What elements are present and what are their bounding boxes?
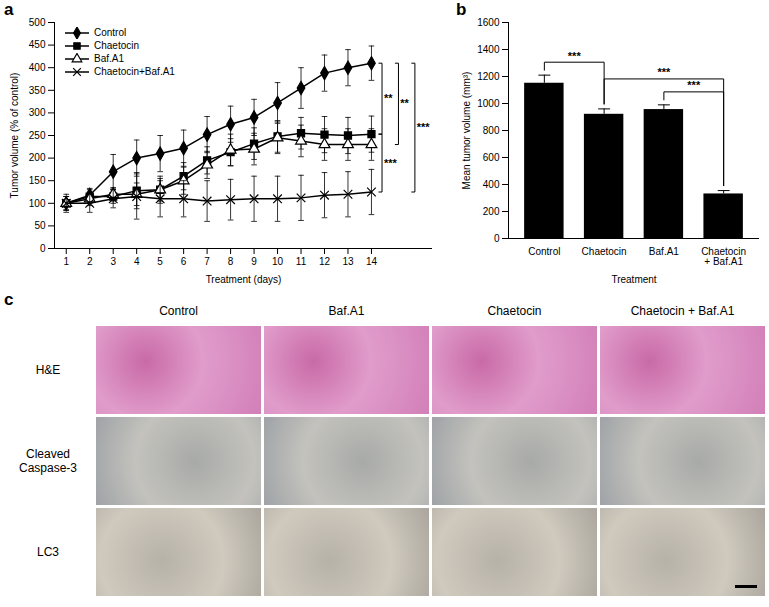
- svg-text:10: 10: [272, 256, 284, 267]
- svg-text:***: ***: [687, 79, 701, 91]
- svg-text:Chaetocin: Chaetocin: [582, 246, 627, 257]
- html-text:Chaetocin: Chaetocin: [94, 40, 139, 51]
- svg-text:**: **: [400, 97, 409, 109]
- html-text:Control: Control: [94, 27, 127, 38]
- svg-text:800: 800: [483, 125, 500, 136]
- svg-text:8: 8: [228, 256, 234, 267]
- svg-text:300: 300: [29, 107, 46, 118]
- svg-text:1600: 1600: [477, 17, 500, 28]
- svg-text:500: 500: [29, 17, 46, 28]
- svg-text:Control: Control: [528, 246, 560, 257]
- svg-text:Mean tumor volume (mm³): Mean tumor volume (mm³): [461, 72, 472, 190]
- svg-text:100: 100: [29, 198, 46, 209]
- svg-text:2: 2: [87, 256, 93, 267]
- svg-text:400: 400: [29, 62, 46, 73]
- html-text:c: c: [4, 290, 14, 309]
- svg-text:150: 150: [29, 175, 46, 186]
- html-text:H&E: H&E: [35, 363, 61, 377]
- svg-text:1400: 1400: [477, 44, 500, 55]
- svg-text:5: 5: [157, 256, 163, 267]
- svg-text:7: 7: [204, 256, 210, 267]
- svg-text:Chaetocin+ Baf.A1: Chaetocin+ Baf.A1: [701, 246, 746, 267]
- svg-text:450: 450: [29, 39, 46, 50]
- svg-text:50: 50: [34, 220, 46, 231]
- svg-text:12: 12: [319, 256, 331, 267]
- svg-text:6: 6: [181, 256, 187, 267]
- svg-text:***: ***: [417, 121, 431, 133]
- svg-text:400: 400: [483, 179, 500, 190]
- svg-text:200: 200: [29, 152, 46, 163]
- svg-text:***: ***: [384, 157, 398, 169]
- svg-text:14: 14: [366, 256, 378, 267]
- svg-text:Treatment: Treatment: [611, 274, 656, 285]
- html-text:Chaetocin+Baf.A1: Chaetocin+Baf.A1: [94, 66, 175, 77]
- svg-text:350: 350: [29, 85, 46, 96]
- html-text:Baf.A1: Baf.A1: [94, 53, 124, 64]
- svg-text:11: 11: [296, 256, 307, 267]
- svg-text:1200: 1200: [477, 71, 500, 82]
- html-text:LC3: LC3: [37, 545, 59, 559]
- svg-text:13: 13: [342, 256, 354, 267]
- html-text:Chaetocin + Baf.A1: Chaetocin + Baf.A1: [630, 304, 735, 318]
- svg-text:***: ***: [568, 50, 582, 62]
- svg-text:0: 0: [494, 233, 500, 244]
- svg-text:Treatment (days): Treatment (days): [206, 274, 282, 285]
- svg-text:250: 250: [29, 130, 46, 141]
- html-text:b: b: [456, 0, 467, 19]
- html-text:Chaetocin: Chaetocin: [487, 304, 542, 318]
- html-text:Control: Control: [159, 304, 198, 318]
- svg-text:Baf.A1: Baf.A1: [649, 246, 679, 257]
- svg-text:Tumor volume (% of control): Tumor volume (% of control): [9, 73, 20, 199]
- svg-text:200: 200: [483, 206, 500, 217]
- svg-text:9: 9: [251, 256, 257, 267]
- html-text:Cleaved Caspase-3: Cleaved Caspase-3: [19, 447, 77, 475]
- svg-text:1000: 1000: [477, 98, 500, 109]
- svg-text:***: ***: [657, 66, 671, 78]
- svg-text:3: 3: [110, 256, 116, 267]
- svg-text:0: 0: [40, 243, 46, 254]
- svg-text:4: 4: [134, 256, 140, 267]
- html-text:a: a: [4, 0, 14, 19]
- html-text:Baf.A1: Baf.A1: [328, 304, 365, 318]
- svg-text:600: 600: [483, 152, 500, 163]
- svg-text:**: **: [384, 92, 393, 104]
- svg-text:1: 1: [63, 256, 69, 267]
